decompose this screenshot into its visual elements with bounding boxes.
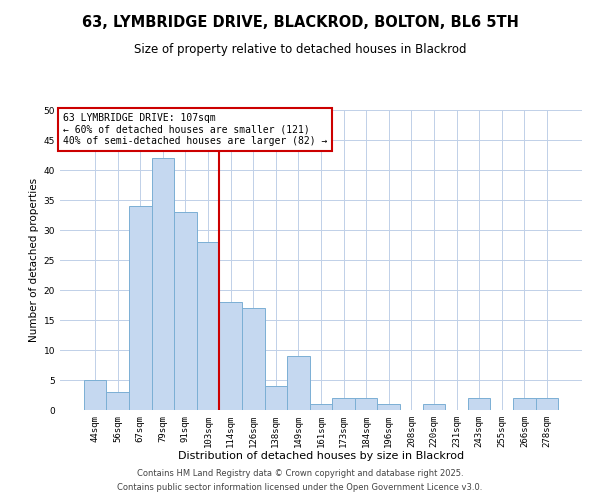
Text: 63 LYMBRIDGE DRIVE: 107sqm
← 60% of detached houses are smaller (121)
40% of sem: 63 LYMBRIDGE DRIVE: 107sqm ← 60% of deta… [62, 113, 327, 146]
Bar [220, 302, 242, 410]
Bar [310, 404, 332, 410]
Bar [174, 212, 197, 410]
Bar [197, 242, 220, 410]
Bar [84, 380, 106, 410]
Bar [377, 404, 400, 410]
Bar [332, 398, 355, 410]
X-axis label: Distribution of detached houses by size in Blackrod: Distribution of detached houses by size … [178, 452, 464, 462]
Y-axis label: Number of detached properties: Number of detached properties [29, 178, 40, 342]
Bar [536, 398, 558, 410]
Text: Contains HM Land Registry data © Crown copyright and database right 2025.: Contains HM Land Registry data © Crown c… [137, 468, 463, 477]
Bar [355, 398, 377, 410]
Bar [513, 398, 536, 410]
Text: 63, LYMBRIDGE DRIVE, BLACKROD, BOLTON, BL6 5TH: 63, LYMBRIDGE DRIVE, BLACKROD, BOLTON, B… [82, 15, 518, 30]
Bar [468, 398, 490, 410]
Bar [106, 392, 129, 410]
Text: Contains public sector information licensed under the Open Government Licence v3: Contains public sector information licen… [118, 484, 482, 492]
Bar [242, 308, 265, 410]
Bar [287, 356, 310, 410]
Bar [422, 404, 445, 410]
Bar [129, 206, 152, 410]
Bar [152, 158, 174, 410]
Text: Size of property relative to detached houses in Blackrod: Size of property relative to detached ho… [134, 42, 466, 56]
Bar [265, 386, 287, 410]
